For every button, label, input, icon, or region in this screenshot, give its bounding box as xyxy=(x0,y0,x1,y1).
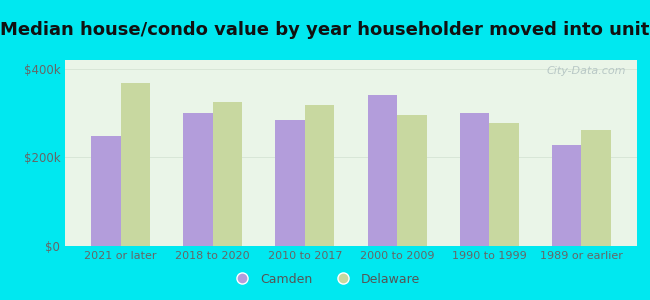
Bar xyxy=(397,116,426,246)
Bar xyxy=(305,105,334,246)
Bar xyxy=(368,95,397,246)
Bar xyxy=(582,130,611,246)
Bar xyxy=(183,113,213,246)
Text: City-Data.com: City-Data.com xyxy=(546,66,625,76)
Bar xyxy=(489,123,519,246)
Bar xyxy=(91,136,120,246)
Text: Median house/condo value by year householder moved into unit: Median house/condo value by year househo… xyxy=(0,21,650,39)
Legend: Camden, Delaware: Camden, Delaware xyxy=(225,268,425,291)
Bar xyxy=(213,102,242,246)
Bar xyxy=(460,113,489,246)
Bar xyxy=(276,120,305,246)
Bar xyxy=(552,145,582,246)
Bar xyxy=(120,83,150,246)
